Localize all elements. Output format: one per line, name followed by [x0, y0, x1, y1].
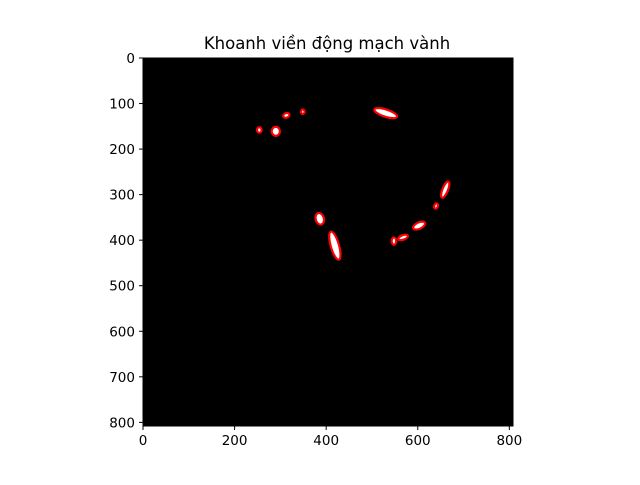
- artery-region-11: [433, 202, 440, 210]
- y-tick-label: 200: [109, 142, 135, 158]
- artery-region-4: [299, 108, 306, 116]
- artery-region-12: [440, 180, 451, 199]
- artery-region-10: [412, 220, 427, 231]
- y-tick-label: 300: [109, 188, 135, 204]
- y-tick-label: 700: [109, 370, 135, 386]
- artery-region-6: [314, 211, 326, 226]
- y-tick-label: 100: [109, 97, 135, 113]
- y-tick-label: 0: [126, 51, 135, 67]
- axes-frame: [142, 57, 514, 427]
- image-area: [143, 58, 513, 426]
- artery-region-3: [282, 111, 291, 119]
- x-tick-label: 400: [313, 433, 339, 449]
- chart-title: Khoanh viền động mạch vành: [204, 34, 450, 53]
- x-tick-label: 800: [496, 433, 522, 449]
- artery-region-7: [328, 230, 342, 261]
- artery-region-1: [255, 126, 263, 134]
- y-tick-label: 600: [109, 324, 135, 340]
- image-background: [143, 58, 513, 426]
- y-tick-label: 800: [109, 415, 135, 431]
- y-tick-label: 400: [109, 233, 135, 249]
- artery-region-9: [397, 233, 409, 242]
- artery-region-2: [270, 125, 282, 137]
- artery-region-8: [390, 236, 398, 246]
- x-tick-label: 600: [405, 433, 431, 449]
- artery-region-5: [373, 106, 399, 120]
- x-tick-label: 200: [222, 433, 248, 449]
- y-tick-label: 500: [109, 279, 135, 295]
- x-tick-label: 0: [139, 433, 148, 449]
